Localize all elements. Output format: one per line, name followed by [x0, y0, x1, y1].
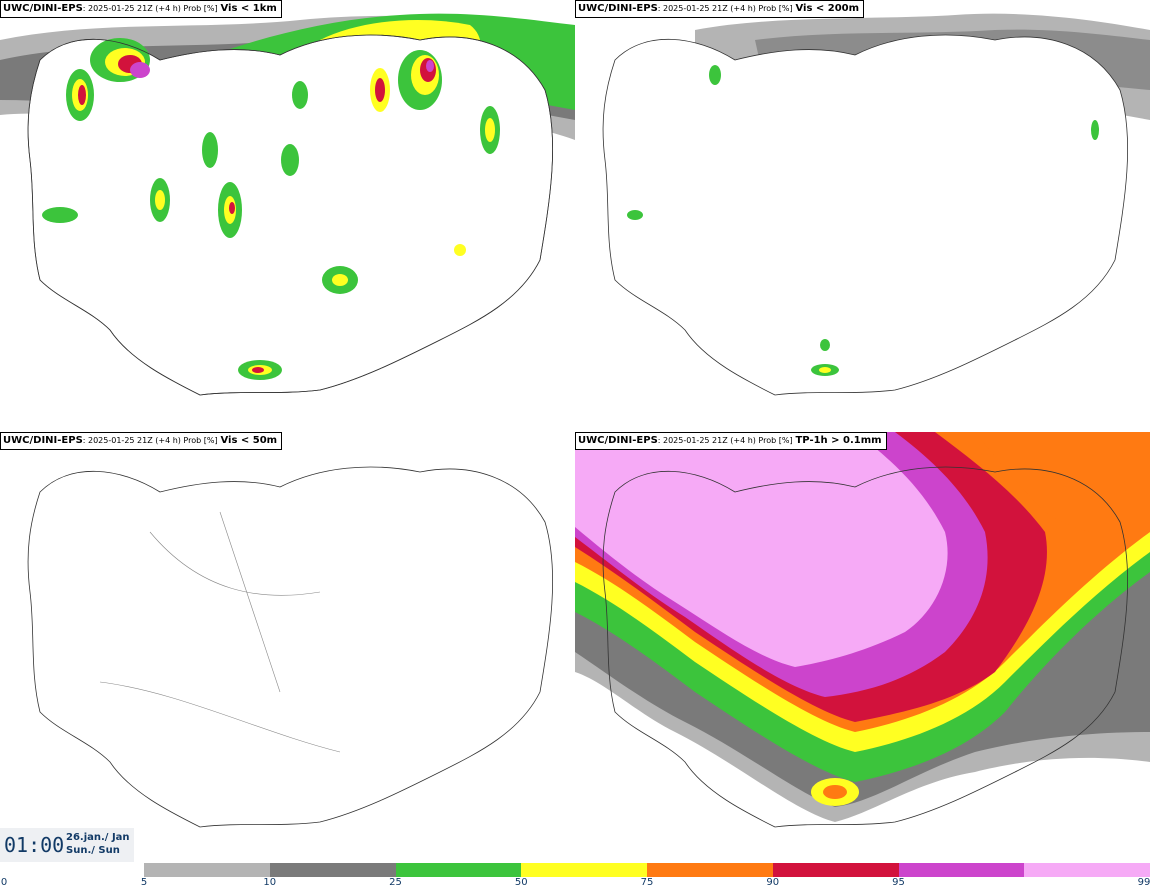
legend-ticks: 0 5 10 25 50 75 90 95 99	[0, 877, 1150, 891]
legend-swatch	[898, 863, 1025, 877]
map-panel-vis-1km: UWC/DINI-EPS: 2025-01-25 21Z (+4 h) Prob…	[0, 0, 575, 430]
map-panel-tp-1h: UWC/DINI-EPS: 2025-01-25 21Z (+4 h) Prob…	[575, 432, 1150, 862]
legend-swatch	[647, 863, 773, 877]
forecast-date: 26.jan./ Jan Sun./ Sun	[66, 831, 130, 857]
map-vis-1km	[0, 13, 575, 396]
panel-title: UWC/DINI-EPS: 2025-01-25 21Z (+4 h) Prob…	[575, 0, 865, 18]
panel-title: UWC/DINI-EPS: 2025-01-25 21Z (+4 h) Prob…	[575, 432, 887, 450]
forecast-time-box: 01:00 26.jan./ Jan Sun./ Sun	[0, 828, 134, 862]
legend-tick-label: 95	[892, 877, 905, 888]
legend-tick-label: 25	[389, 877, 402, 888]
legend-swatch	[144, 863, 270, 877]
map-vis-50m	[27, 466, 554, 828]
legend-tick-label: 75	[640, 877, 654, 888]
legend-tick-label: 0	[0, 877, 8, 888]
legend-tick-label: 10	[263, 877, 277, 888]
legend-swatch	[395, 863, 522, 877]
legend-swatch	[269, 863, 396, 877]
legend-tick-label: 5	[140, 877, 148, 888]
legend-swatch	[521, 863, 647, 877]
field-label: Vis < 50m	[220, 435, 278, 446]
legend-tick-label: 90	[766, 877, 780, 888]
field-label: TP-1h > 0.1mm	[795, 435, 882, 446]
color-legend	[144, 863, 1150, 877]
map-tp-1h	[575, 432, 1150, 862]
map-panel-vis-200m: UWC/DINI-EPS: 2025-01-25 21Z (+4 h) Prob…	[575, 0, 1150, 430]
legend-swatch	[1024, 863, 1150, 877]
forecast-time: 01:00	[4, 833, 65, 857]
legend-tick-label: 50	[514, 877, 528, 888]
field-label: Vis < 1km	[220, 3, 277, 14]
date-line-2: Sun./ Sun	[66, 845, 120, 856]
field-label: Vis < 200m	[795, 3, 860, 14]
date-line-1: 26.jan./ Jan	[66, 832, 130, 843]
legend-tick-label: 99	[1137, 877, 1150, 888]
map-panel-vis-50m: UWC/DINI-EPS: 2025-01-25 21Z (+4 h) Prob…	[0, 432, 575, 862]
panel-title: UWC/DINI-EPS: 2025-01-25 21Z (+4 h) Prob…	[0, 432, 283, 450]
panel-title: UWC/DINI-EPS: 2025-01-25 21Z (+4 h) Prob…	[0, 0, 282, 18]
map-vis-200m	[602, 13, 1150, 396]
legend-swatch	[772, 863, 899, 877]
